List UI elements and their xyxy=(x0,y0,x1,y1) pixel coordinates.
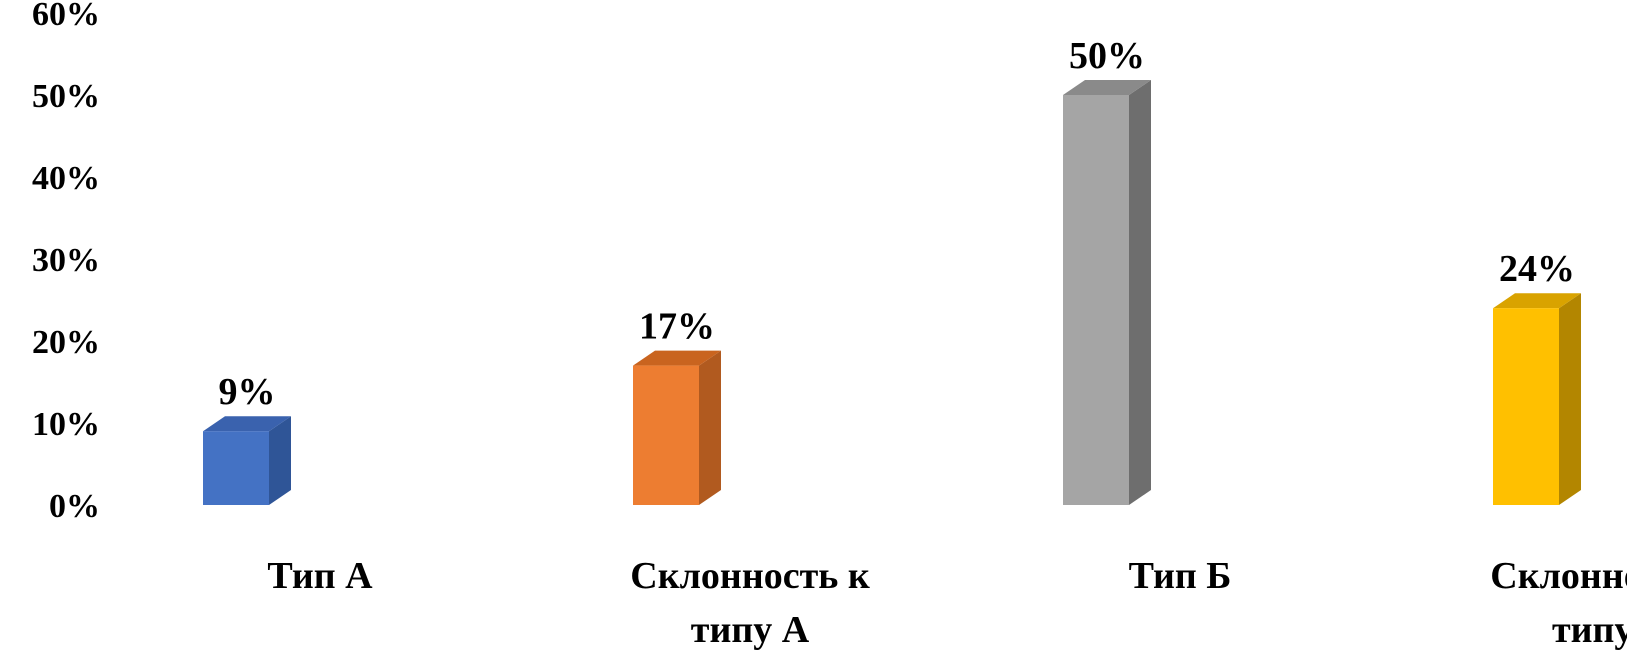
data-labels: 9% 17% 50% 24% xyxy=(219,35,1576,413)
data-label: 9% xyxy=(219,371,276,413)
bar-side-face xyxy=(699,350,721,505)
data-label: 17% xyxy=(639,306,715,348)
bar-side-face xyxy=(1559,293,1581,505)
x-category-label: Тип А xyxy=(267,555,373,597)
y-axis: 0% 10% 20% 30% 40% 50% 60% xyxy=(32,0,100,525)
bar-front-face xyxy=(633,365,699,505)
bars xyxy=(203,80,1581,505)
bar-top-face xyxy=(1493,293,1581,309)
y-tick-label: 20% xyxy=(32,324,100,361)
y-tick-label: 50% xyxy=(32,78,100,115)
y-tick-label: 30% xyxy=(32,242,100,279)
y-tick-label: 40% xyxy=(32,160,100,197)
bar xyxy=(203,416,291,505)
bar-front-face xyxy=(203,431,269,505)
bar xyxy=(1493,293,1581,505)
bar-top-face xyxy=(633,350,721,366)
x-category-label: Склонность к xyxy=(630,555,870,597)
x-axis: Тип А Склонность к типу А Тип Б Склонность к… xyxy=(267,555,1627,651)
bar-top-face xyxy=(203,416,291,432)
bar-front-face xyxy=(1063,95,1129,505)
data-label: 24% xyxy=(1499,248,1575,290)
bar xyxy=(633,350,721,505)
data-label: 50% xyxy=(1069,35,1145,77)
bar xyxy=(1063,80,1151,505)
y-tick-label: 60% xyxy=(32,0,100,33)
y-tick-label: 10% xyxy=(32,406,100,443)
bar-top-face xyxy=(1063,80,1151,95)
y-tick-label: 0% xyxy=(49,488,100,525)
x-category-label: типу Б xyxy=(1552,609,1627,651)
bar-front-face xyxy=(1493,308,1559,505)
bar-side-face xyxy=(1129,80,1151,505)
x-category-label: Склонность к xyxy=(1490,555,1627,597)
x-category-label: типу А xyxy=(691,609,810,651)
bar-side-face xyxy=(269,416,291,505)
x-category-label: Тип Б xyxy=(1129,555,1232,597)
